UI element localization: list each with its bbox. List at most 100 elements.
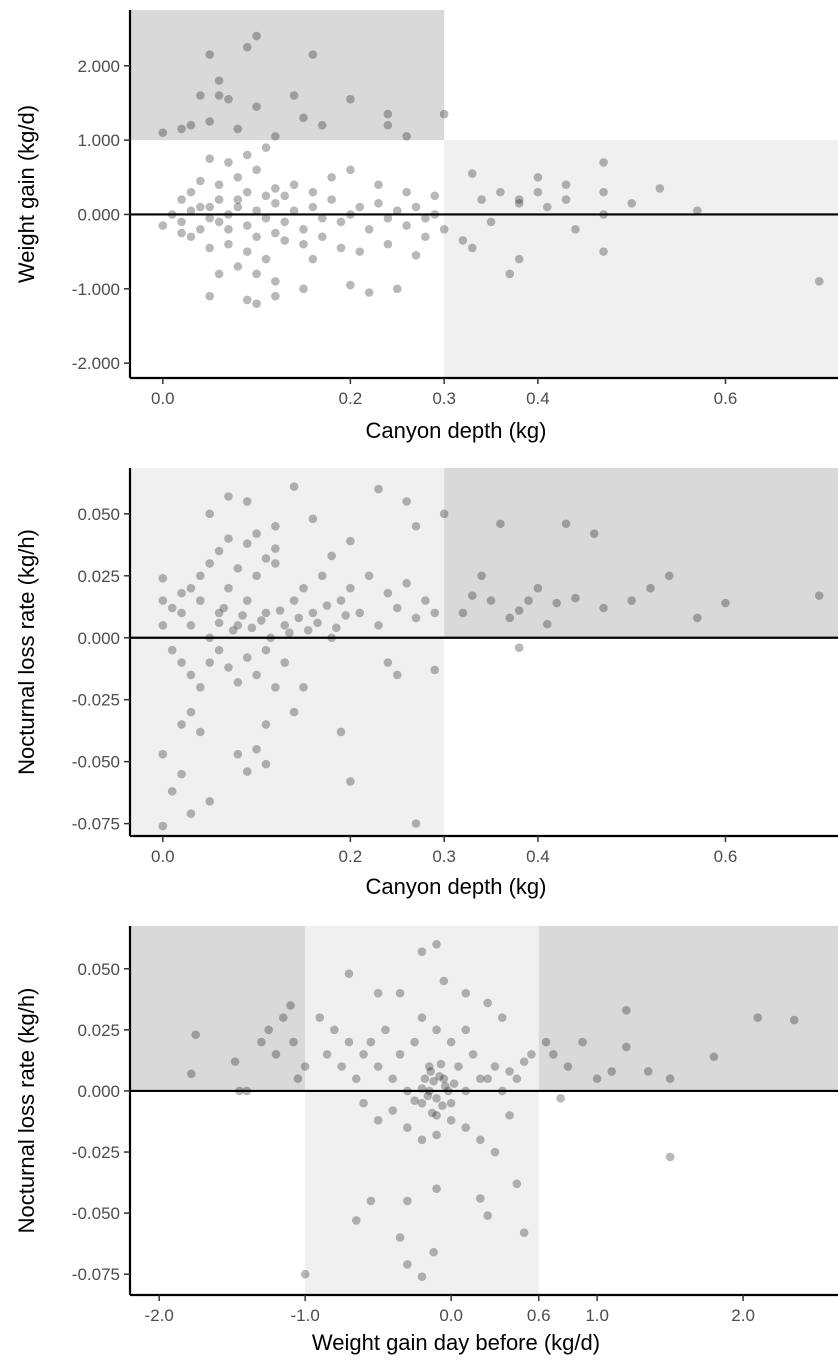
data-point: [395, 988, 405, 998]
data-point: [242, 150, 252, 160]
data-point: [374, 198, 383, 208]
data-point: [271, 132, 280, 141]
data-point: [289, 707, 299, 717]
data-point: [158, 621, 168, 630]
data-point: [432, 1111, 441, 1120]
data-point: [196, 176, 205, 186]
data-point: [346, 165, 355, 175]
y-axis-title: Weight gain (kg/d): [14, 105, 39, 283]
data-point: [242, 42, 252, 52]
data-point: [317, 571, 327, 581]
data-point: [381, 1025, 390, 1035]
data-point: [224, 158, 233, 167]
data-point: [177, 217, 186, 227]
data-point: [177, 608, 186, 618]
data-point: [289, 482, 299, 491]
data-point: [196, 727, 205, 737]
data-point: [403, 1196, 412, 1206]
data-point: [556, 1093, 565, 1103]
data-point: [286, 1001, 295, 1010]
data-point: [411, 613, 421, 623]
data-point: [242, 596, 252, 605]
data-point: [519, 1057, 529, 1066]
data-point: [646, 583, 655, 593]
data-point: [392, 206, 402, 216]
data-point: [214, 608, 224, 618]
data-point: [293, 1074, 303, 1084]
data-point: [315, 1013, 325, 1022]
data-point: [299, 239, 308, 249]
data-point: [224, 225, 233, 234]
data-point: [271, 277, 280, 286]
data-point: [158, 596, 168, 605]
data-point: [571, 593, 580, 603]
data-point: [280, 217, 290, 227]
data-point: [177, 228, 186, 238]
data-point: [524, 596, 533, 605]
data-point: [280, 621, 290, 630]
data-point: [383, 213, 393, 223]
shaded-region: [130, 926, 306, 1091]
data-point: [355, 247, 365, 256]
data-point: [214, 91, 224, 100]
data-point: [336, 727, 346, 737]
data-point: [317, 120, 327, 130]
data-point: [337, 1062, 346, 1071]
data-point: [426, 1067, 436, 1076]
data-point: [233, 172, 243, 182]
data-point: [205, 213, 215, 223]
data-point: [205, 509, 215, 519]
data-point: [417, 947, 427, 956]
data-point: [177, 588, 186, 598]
data-point: [252, 206, 261, 216]
data-point: [271, 544, 280, 553]
data-point: [599, 247, 608, 256]
data-point: [271, 228, 280, 238]
data-point: [261, 759, 271, 769]
data-point: [271, 521, 280, 531]
data-point: [395, 1049, 405, 1059]
data-point: [438, 1101, 447, 1110]
data-point: [486, 596, 496, 605]
x-axis-title: Weight gain day before (kg/d): [312, 1330, 600, 1355]
data-point: [364, 225, 374, 234]
data-point: [424, 1062, 434, 1071]
data-point: [264, 1025, 273, 1035]
y-tick-label: -2.000: [72, 354, 120, 373]
data-point: [423, 1091, 433, 1101]
data-point: [359, 1049, 368, 1059]
data-point: [300, 1269, 310, 1279]
data-point: [542, 202, 552, 212]
data-point: [158, 821, 168, 831]
data-point: [421, 213, 430, 223]
y-tick-label: 1.000: [77, 131, 120, 150]
data-point: [355, 608, 365, 618]
data-point: [346, 280, 355, 290]
data-point: [224, 534, 233, 543]
data-point: [261, 143, 271, 152]
data-point: [417, 1098, 427, 1108]
data-point: [458, 236, 468, 245]
data-point: [411, 202, 421, 212]
data-point: [436, 1059, 446, 1069]
x-axis-title: Canyon depth (kg): [366, 418, 547, 443]
data-point: [186, 232, 196, 242]
data-point: [196, 91, 205, 100]
y-tick-label: -1.000: [72, 280, 120, 299]
data-point: [374, 621, 383, 630]
data-point: [461, 1025, 471, 1035]
x-tick-label: 0.6: [527, 1306, 551, 1325]
data-point: [317, 213, 327, 223]
data-point: [257, 1037, 266, 1047]
data-point: [477, 195, 486, 204]
chart-panel-3: 0.050 0.025 0.000 -0.025 -0.050 -0.075 -2.0 -1.…: [14, 926, 838, 1355]
data-point: [439, 509, 449, 519]
data-point: [403, 1123, 412, 1132]
data-point: [561, 195, 571, 204]
data-point: [261, 554, 271, 563]
data-point: [275, 606, 285, 615]
data-point: [308, 187, 318, 197]
data-point: [261, 645, 271, 655]
x-tick-label: 0.2: [339, 389, 363, 408]
data-point: [514, 643, 524, 652]
